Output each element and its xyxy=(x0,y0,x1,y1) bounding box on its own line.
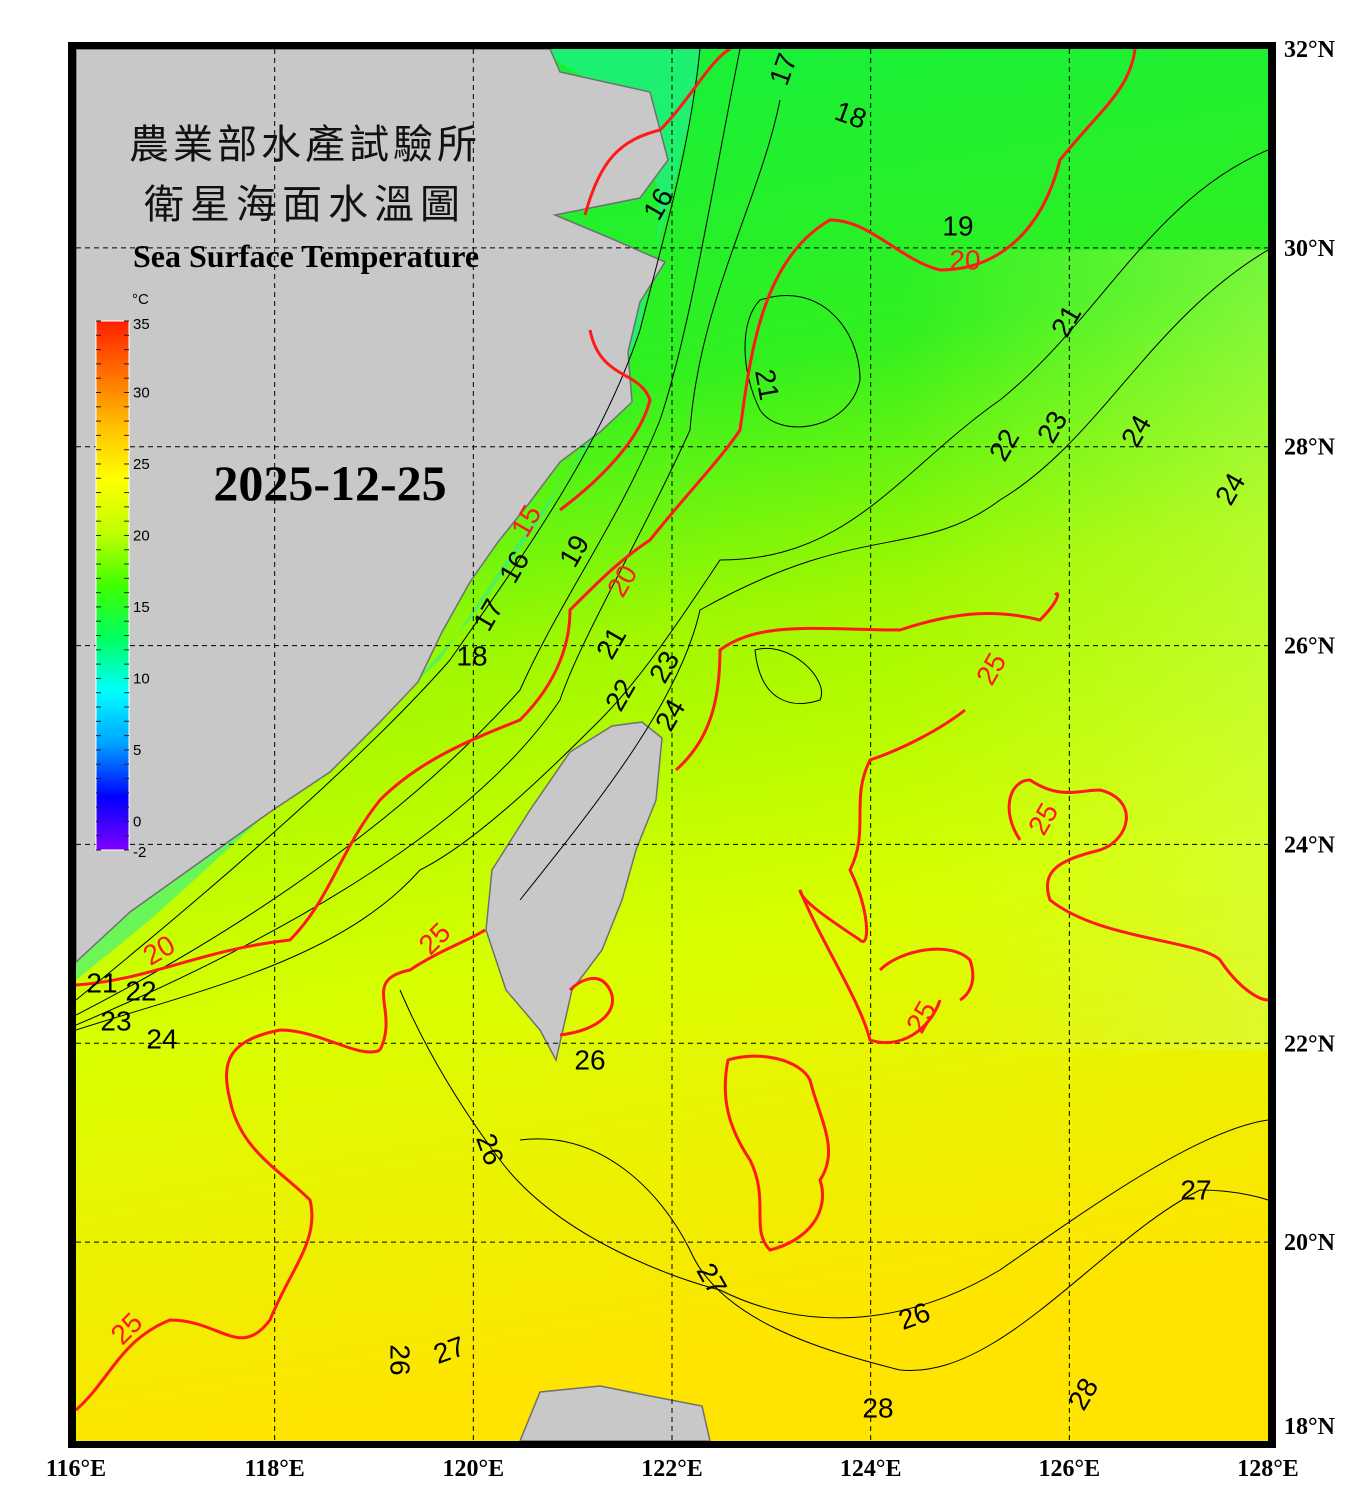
colorbar-tick-label: 25 xyxy=(133,456,150,473)
map-date: 2025-12-25 xyxy=(213,455,446,511)
contour-25-line xyxy=(378,928,486,1051)
contour-25-line xyxy=(878,947,975,1002)
lat-label: 30°N xyxy=(1284,236,1336,262)
colorbar-tick-label: 35 xyxy=(133,316,150,333)
colorbar-tick-label: 10 xyxy=(133,670,150,687)
sea-pale-region xyxy=(900,250,1268,1050)
contour-line xyxy=(744,295,861,428)
lat-label: 22°N xyxy=(1284,1031,1336,1057)
contour-label: 27 xyxy=(1180,1174,1211,1205)
lon-label: 126°E xyxy=(1039,1456,1101,1482)
contour-line xyxy=(76,49,741,1016)
title-english: Sea Surface Temperature xyxy=(133,238,479,274)
colorbar-ticks: 35 30 25 20 15 10 5 0 -2 xyxy=(96,316,150,861)
colorbar: °C 35 30 25 20 15 10 5 0 -2 xyxy=(95,291,150,861)
contour-lines xyxy=(76,49,1268,1371)
grid-lines xyxy=(76,49,1268,1441)
contour-line xyxy=(519,249,1268,901)
lon-label: 116°E xyxy=(46,1456,106,1482)
title-line1: 農業部水產試驗所 xyxy=(129,122,481,168)
contour-25-line xyxy=(675,592,1060,772)
contour-20-line xyxy=(76,49,1137,987)
colorbar-tick-label: 30 xyxy=(133,384,150,401)
colorbar-tick-label: 15 xyxy=(133,599,150,616)
contour-25-line xyxy=(723,1054,830,1252)
contour-label: 20 xyxy=(949,244,980,275)
contour-label: 24 xyxy=(146,1023,177,1054)
contour-20-line xyxy=(583,49,731,216)
contour-label: 21 xyxy=(749,367,785,403)
axis-labels: 116°E 118°E 120°E 122°E 124°E 126°E 128°E 32°N 3… xyxy=(46,37,1336,1482)
contour-line xyxy=(519,1138,1268,1371)
lon-label: 128°E xyxy=(1237,1456,1299,1482)
lat-label: 24°N xyxy=(1284,832,1336,858)
contour-line xyxy=(399,989,1268,1319)
contour-25-line xyxy=(798,708,966,1045)
contour-lines-25-20 xyxy=(76,49,1268,1412)
contour-25-line xyxy=(1007,778,1268,1002)
lon-label: 118°E xyxy=(245,1456,305,1482)
contour-label: 26 xyxy=(385,1344,416,1375)
colorbar-gradient xyxy=(95,320,130,851)
colorbar-tick-label: 20 xyxy=(133,527,150,544)
contour-line xyxy=(76,49,701,1001)
lat-label: 18°N xyxy=(1284,1414,1336,1440)
land-luzon xyxy=(519,1385,711,1441)
colorbar-tick-label: 0 xyxy=(133,813,141,830)
colorbar-unit: °C xyxy=(132,291,149,308)
contour-line xyxy=(76,99,781,1026)
contour-label: 26 xyxy=(574,1044,605,1075)
contour-label: 22 xyxy=(125,975,156,1006)
contour-25-line xyxy=(76,1028,381,1412)
colorbar-tick-label: 5 xyxy=(133,742,141,759)
colorbar-tick-label: -2 xyxy=(133,844,146,861)
title-line2: 衛星海面水溫圖 xyxy=(144,182,466,228)
contour-label: 23 xyxy=(100,1005,131,1036)
contour-label: 18 xyxy=(456,640,487,671)
lat-label: 20°N xyxy=(1284,1230,1336,1256)
contour-line xyxy=(76,149,1268,1031)
contour-label: 19 xyxy=(942,210,973,241)
contour-label: 21 xyxy=(86,967,117,998)
contour-line xyxy=(754,647,823,704)
contour-20-line xyxy=(559,329,652,512)
lon-label: 124°E xyxy=(840,1456,902,1482)
lat-label: 32°N xyxy=(1284,37,1336,63)
lat-label: 26°N xyxy=(1284,634,1336,660)
land-taiwan xyxy=(485,721,663,1063)
contour-25-line xyxy=(559,977,614,1037)
contour-label: 28 xyxy=(862,1392,893,1423)
lat-label: 28°N xyxy=(1284,435,1336,461)
lon-label: 122°E xyxy=(641,1456,703,1482)
lon-label: 120°E xyxy=(443,1456,505,1482)
